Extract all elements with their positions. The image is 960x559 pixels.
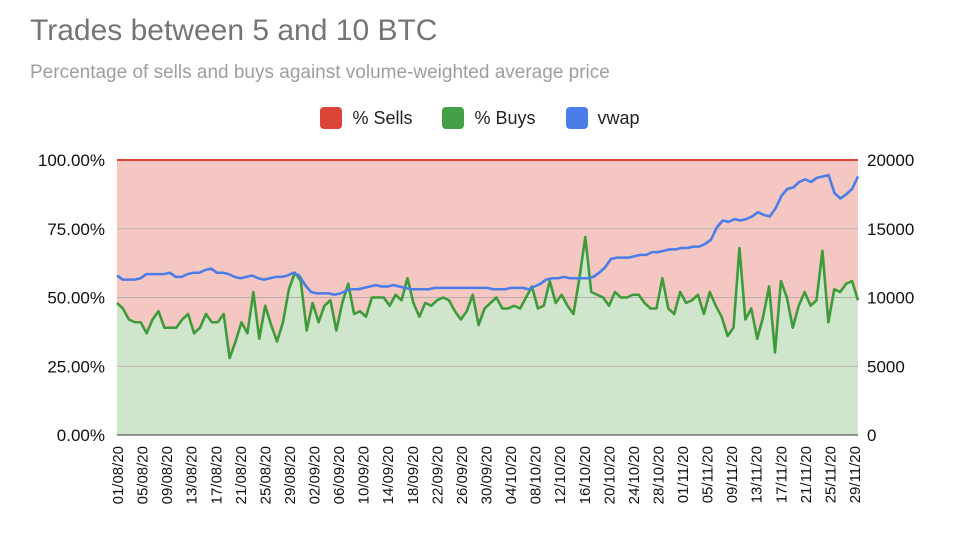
x-tick-label: 16/10/20 <box>577 446 594 504</box>
x-tick-label: 22/09/20 <box>429 446 446 504</box>
legend-swatch-vwap <box>565 107 588 129</box>
x-tick-label: 13/11/20 <box>749 446 766 503</box>
x-tick-label: 26/09/20 <box>454 446 471 504</box>
legend-label-vwap: vwap <box>597 107 640 128</box>
x-tick-label: 12/10/20 <box>552 446 569 504</box>
legend-swatch-buys <box>442 107 465 129</box>
y-left-tick-label: 25.00% <box>47 357 105 376</box>
y-right-tick-label: 15000 <box>867 220 914 239</box>
x-tick-label: 08/10/20 <box>528 446 545 504</box>
y-right-tick-label: 20000 <box>867 151 914 170</box>
y-left-tick-label: 50.00% <box>47 289 105 308</box>
y-left-tick-label: 100.00% <box>38 151 105 170</box>
x-tick-label: 25/08/20 <box>257 446 274 504</box>
x-tick-label: 17/11/20 <box>773 446 790 503</box>
vwap-line <box>116 173 860 297</box>
y-left-tick-label: 0.00% <box>57 426 105 445</box>
x-tick-label: 20/10/20 <box>601 446 618 504</box>
x-tick-label: 09/11/20 <box>724 446 741 503</box>
legend: % Sells % Buys vwap <box>0 107 960 129</box>
x-tick-label: 28/10/20 <box>650 446 667 504</box>
x-tick-label: 25/11/20 <box>822 446 839 503</box>
x-tick-label: 09/08/20 <box>159 446 176 504</box>
x-tick-label: 10/09/20 <box>356 446 373 504</box>
legend-label-sells: % Sells <box>352 107 413 128</box>
x-tick-label: 06/09/20 <box>331 446 348 504</box>
x-tick-label: 13/08/20 <box>184 446 201 504</box>
y-right-tick-label: 0 <box>867 426 876 445</box>
y-left-tick-label: 75.00% <box>47 220 105 239</box>
legend-swatch-sells <box>320 107 343 129</box>
x-tick-label: 30/09/20 <box>479 446 496 504</box>
x-tick-label: 18/09/20 <box>405 446 422 504</box>
buys-line <box>116 235 860 360</box>
x-tick-label: 21/11/20 <box>798 446 815 503</box>
x-tick-label: 29/08/20 <box>282 446 299 504</box>
x-tick-label: 14/09/20 <box>380 446 397 504</box>
x-tick-label: 01/08/20 <box>110 446 127 504</box>
x-tick-label: 21/08/20 <box>233 446 250 504</box>
legend-item-buys[interactable]: % Buys <box>442 107 536 129</box>
x-tick-label: 05/08/20 <box>135 446 152 504</box>
y-right-tick-label: 5000 <box>867 357 905 376</box>
legend-label-buys: % Buys <box>474 107 536 128</box>
x-tick-label: 24/10/20 <box>626 446 643 504</box>
sells-area <box>117 160 858 358</box>
x-tick-label: 29/11/20 <box>847 446 864 503</box>
legend-item-vwap[interactable]: vwap <box>565 107 640 129</box>
legend-item-sells[interactable]: % Sells <box>320 107 412 129</box>
x-tick-label: 04/10/20 <box>503 446 520 504</box>
x-tick-label: 05/11/20 <box>700 446 717 503</box>
chart-title: Trades between 5 and 10 BTC <box>30 14 438 47</box>
x-tick-label: 02/09/20 <box>307 446 324 504</box>
x-tick-label: 17/08/20 <box>208 446 225 504</box>
chart-subtitle: Percentage of sells and buys against vol… <box>30 62 610 83</box>
buys-area <box>117 237 858 435</box>
y-right-tick-label: 10000 <box>867 289 914 308</box>
x-tick-label: 01/11/20 <box>675 446 692 503</box>
